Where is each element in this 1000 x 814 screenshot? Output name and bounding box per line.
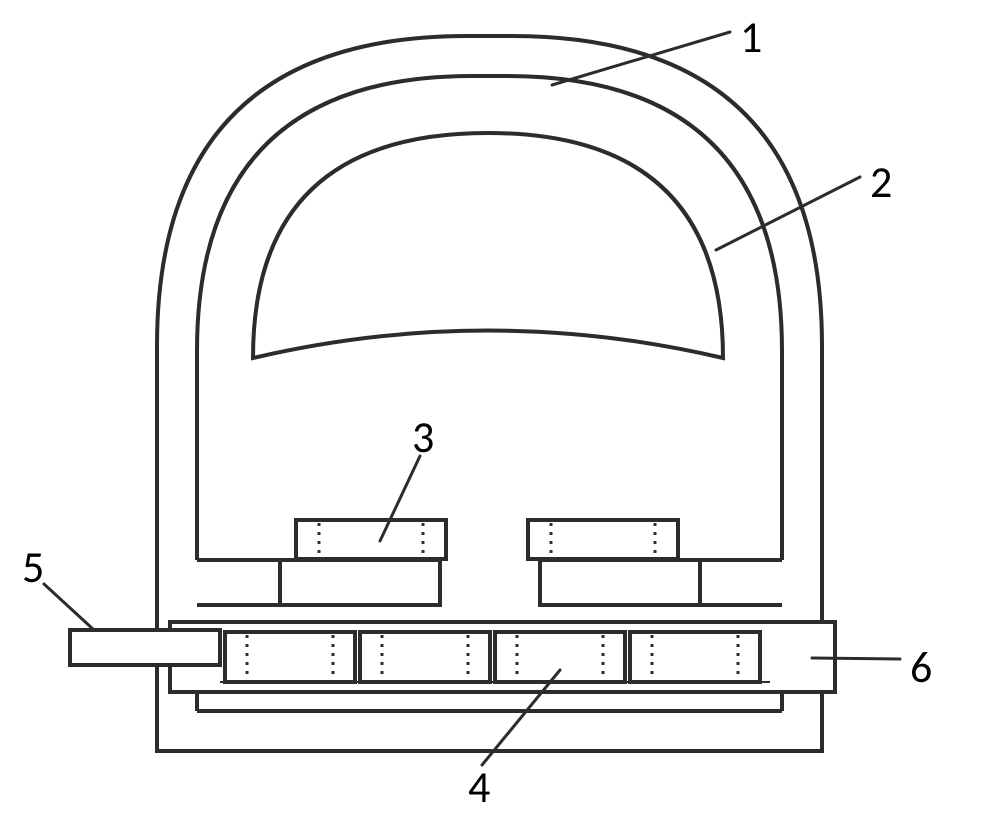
- callout-label-2: 2: [870, 155, 892, 209]
- callout-leader-2: [716, 177, 860, 250]
- inlet-pipe: [70, 630, 220, 665]
- diagram-stage: 1 2 3 4 5 6: [0, 0, 1000, 814]
- callout-label-6: 6: [910, 640, 932, 694]
- callout-label-4: 4: [468, 760, 490, 814]
- upper-platform-segment-0: [280, 560, 440, 605]
- callout-leader-6: [812, 658, 900, 659]
- inner-shell-arch: [197, 76, 782, 560]
- callout-label-3: 3: [412, 410, 434, 464]
- diagram-svg: [0, 0, 1000, 814]
- callout-leader-3: [380, 456, 420, 541]
- dome: [253, 133, 723, 358]
- callout-label-1: 1: [740, 10, 762, 64]
- upper-platform-segment-1: [540, 560, 700, 605]
- callout-label-5: 5: [22, 540, 44, 594]
- callout-leader-5: [44, 584, 94, 630]
